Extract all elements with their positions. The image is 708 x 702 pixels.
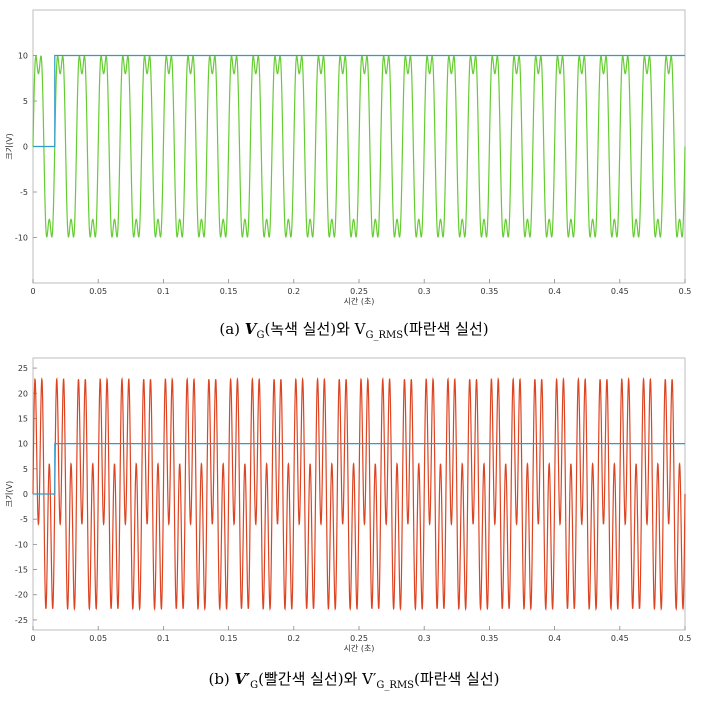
series-line-vg-rms (33, 54, 685, 148)
caption-b-symbol: V′ (234, 670, 251, 688)
y-tick-label: 25 (18, 364, 28, 373)
y-tick-label: 10 (18, 52, 28, 61)
y-tick-label: 15 (18, 414, 28, 423)
x-tick-label: 0 (30, 287, 35, 296)
x-tick-label: 0.35 (480, 634, 498, 643)
x-tick-label: 0.05 (89, 287, 107, 296)
y-tick-label: -5 (20, 515, 28, 524)
y-tick-label: -20 (15, 591, 28, 600)
caption-a-prefix: (a) (219, 320, 245, 338)
y-tick-label: -10 (15, 234, 28, 243)
y-axis-label: 크기(V) (5, 481, 14, 507)
y-tick-label: 0 (23, 490, 28, 499)
x-tick-label: 0.4 (548, 287, 561, 296)
y-tick-label: 5 (23, 465, 28, 474)
y-tick-label: 20 (18, 389, 28, 398)
x-tick-label: 0.25 (350, 287, 368, 296)
caption-b-subscript: G (250, 680, 259, 691)
x-tick-label: 0.15 (220, 634, 238, 643)
x-tick-label: 0.3 (418, 634, 431, 643)
y-tick-label: -25 (15, 616, 28, 625)
y-axis-label: 크기(V) (5, 133, 14, 159)
y-tick-label: -10 (15, 540, 28, 549)
caption-b-middle: (빨간색 실선)와 V′ (258, 670, 377, 688)
x-tick-label: 0.25 (350, 634, 368, 643)
y-tick-label: 0 (23, 143, 28, 152)
x-axis-label: 시간 (초) (344, 296, 375, 306)
caption-a-symbol: V (244, 320, 257, 338)
caption-a-subscript-rms: G_RMS (365, 330, 404, 341)
x-tick-label: 0.2 (287, 634, 300, 643)
x-tick-label: 0.2 (287, 287, 300, 296)
caption-b-prefix: (b) (208, 670, 235, 688)
caption-a-middle: (녹색 실선)와 V (264, 320, 366, 338)
x-tick-label: 0.45 (611, 287, 629, 296)
caption-b: (b) V′G(빨간색 실선)와 V′G_RMS(파란색 실선) (0, 668, 708, 691)
caption-a-subscript: G (256, 330, 265, 341)
series-line-vg-prime (32, 376, 686, 612)
y-tick-label: -15 (15, 566, 28, 575)
chart-panel-1: 0 0.05 0.1 0.15 0.2 0.25 0.3 0.35 0.4 0.45 0.5 -25 -… (5, 357, 692, 653)
x-tick-label: 0.45 (611, 634, 629, 643)
y-tick-label: 5 (23, 97, 28, 106)
x-tick-label: 0.35 (480, 287, 498, 296)
y-tick-label: 10 (18, 440, 28, 449)
y-tick-label: -5 (20, 188, 28, 197)
x-tick-label: 0.1 (157, 287, 170, 296)
x-tick-label: 0.4 (548, 634, 561, 643)
x-tick-label: 0.15 (220, 287, 238, 296)
x-axis-label: 시간 (초) (344, 643, 375, 653)
x-tick-label: 0 (30, 634, 35, 643)
chart-panel-0: 0 0.05 0.1 0.15 0.2 0.25 0.3 0.35 0.4 0.45 0.5 -10 -… (5, 9, 692, 306)
x-tick-label: 0.1 (157, 634, 170, 643)
x-tick-label: 0.5 (679, 634, 692, 643)
caption-a-suffix: (파란색 실선) (403, 320, 489, 338)
series-line-vg-prime-rms (33, 443, 685, 495)
x-tick-label: 0.3 (418, 287, 431, 296)
caption-b-subscript-rms: G_RMS (376, 680, 415, 691)
series-line-vg (32, 55, 686, 238)
x-tick-label: 0.05 (89, 634, 107, 643)
caption-a: (a) VG(녹색 실선)와 VG_RMS(파란색 실선) (0, 318, 708, 341)
x-tick-label: 0.5 (679, 287, 692, 296)
caption-b-suffix: (파란색 실선) (414, 670, 500, 688)
